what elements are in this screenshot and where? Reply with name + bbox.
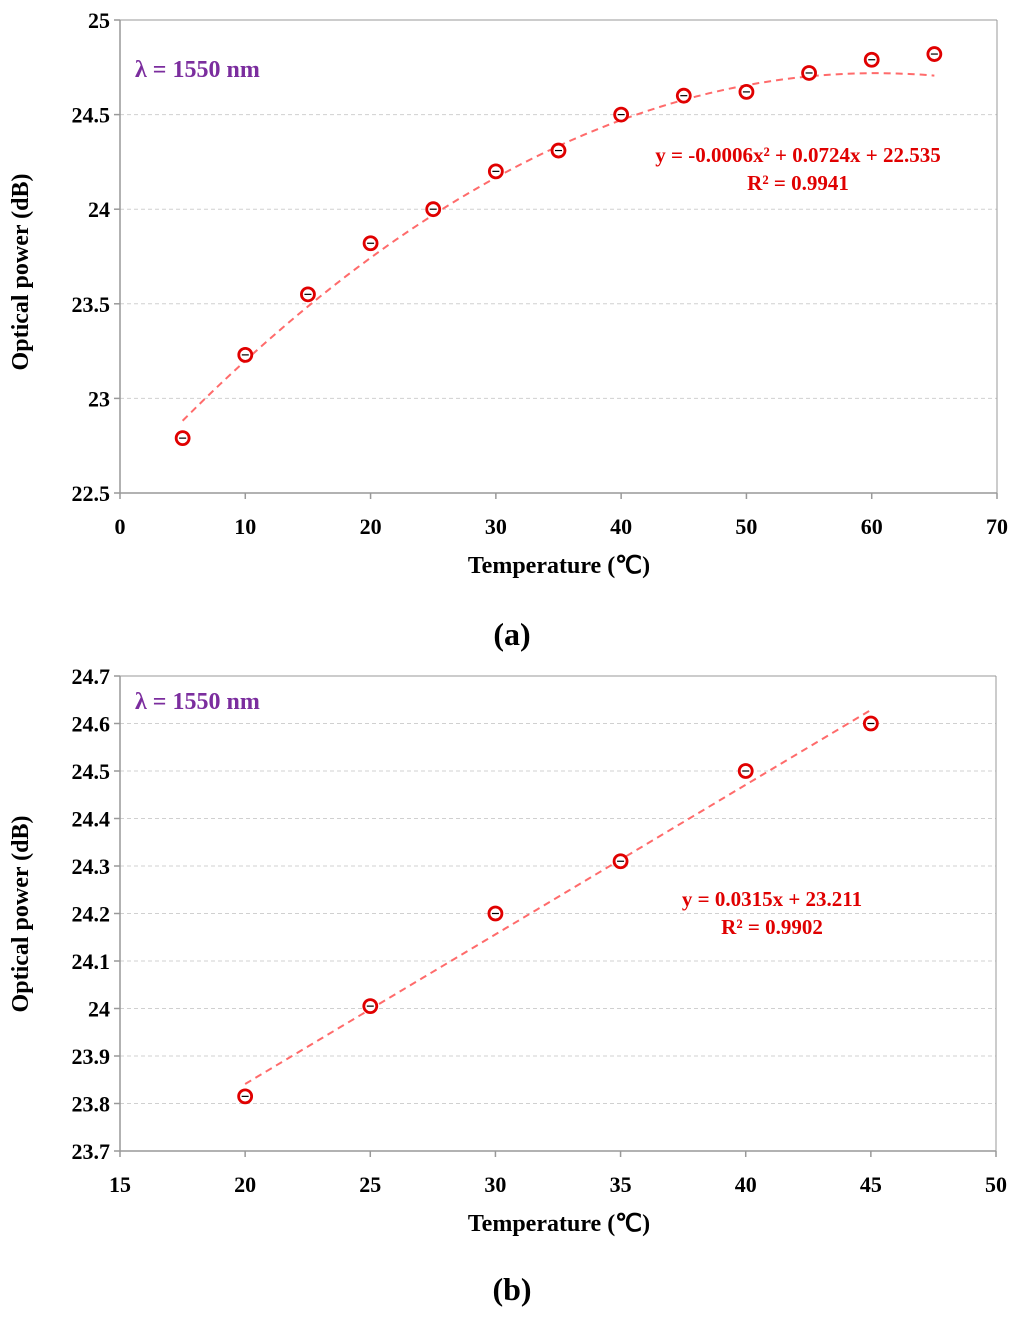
chart-a-x-tick-labels: 0 10 20 30 40 50 60 70 [115, 493, 1008, 539]
chart-b-x-tick-labels: 15 20 25 30 35 40 45 50 [109, 1151, 1007, 1197]
chart-a-data-point [801, 65, 817, 81]
chart-b-x-axis-title: Temperature (℃) [468, 1211, 650, 1237]
chart-a-x-tick-label: 20 [360, 514, 382, 539]
chart-b-data-point [862, 715, 879, 732]
chart-b-data-point [362, 998, 379, 1015]
chart-a-data-point [237, 346, 254, 363]
chart-b-data-point [612, 853, 629, 870]
chart-b-data-point [237, 1088, 254, 1105]
chart-b-r-squared: R² = 0.9902 [721, 915, 823, 939]
chart-a-trendline [181, 72, 935, 422]
chart-a-y-tick-label: 23 [88, 386, 110, 411]
chart-a-y-tick-label: 23.5 [72, 292, 111, 317]
chart-a-y-tick-label: 24 [88, 197, 110, 222]
chart-b-y-tick-label: 24 [88, 997, 110, 1022]
chart-b-x-tick-label: 35 [610, 1172, 632, 1197]
chart-b-y-tick-label: 23.8 [72, 1092, 111, 1117]
chart-b-gridlines [120, 675, 996, 1104]
chart-a-y-tick-label: 25 [88, 8, 110, 33]
chart-a-markers [174, 46, 943, 447]
chart-b-x-tick-label: 50 [985, 1172, 1007, 1197]
chart-a-y-axis-title: Optical power (dB) [8, 174, 34, 371]
chart-a-data-point [926, 46, 943, 62]
chart-b-y-tick-label: 24.5 [72, 759, 111, 784]
chart-a-x-tick-label: 50 [735, 514, 757, 539]
chart-b-y-tick-label: 23.7 [72, 1139, 111, 1164]
chart-a-x-tick-label: 0 [115, 514, 126, 539]
chart-b-equation: y = 0.0315x + 23.211 [682, 887, 862, 911]
chart-a-y-tick-labels: 22.5 23 23.5 24 24.5 25 [72, 8, 120, 506]
chart-b-x-tick-label: 20 [234, 1172, 256, 1197]
chart-a-x-tick-label: 10 [234, 514, 256, 539]
chart-b-annotation: λ = 1550 nm [135, 689, 260, 715]
chart-a-x-axis-title: Temperature (℃) [468, 553, 650, 579]
chart-b-x-tick-label: 15 [109, 1172, 131, 1197]
chart-b-y-tick-label: 24.3 [72, 854, 111, 879]
chart-a-data-point [362, 235, 379, 252]
chart-b-data-point [487, 905, 504, 922]
chart-a-data-point [738, 83, 755, 100]
chart-a-data-point [550, 142, 567, 159]
chart-b-y-tick-label: 23.9 [72, 1044, 111, 1069]
chart-b-x-tick-label: 40 [735, 1172, 757, 1197]
chart-a-y-tick-label: 24.5 [72, 103, 111, 128]
chart-a-x-tick-label: 70 [986, 514, 1008, 539]
chart-b-y-tick-label: 24.7 [72, 664, 111, 689]
chart-b-y-tick-label: 24.6 [72, 712, 111, 737]
chart-a-data-point [487, 163, 504, 180]
chart-a-panel-label: (a) [493, 616, 530, 652]
chart-a-data-point [425, 201, 442, 218]
chart-a-annotation: λ = 1550 nm [135, 57, 260, 83]
chart-a-equation: y = -0.0006x² + 0.0724x + 22.535 [655, 143, 940, 167]
chart-b-y-tick-label: 24.2 [72, 902, 111, 927]
chart-a-data-point [300, 286, 316, 303]
chart-a-y-tick-label: 22.5 [72, 481, 111, 506]
chart-b-panel-label: (b) [492, 1271, 531, 1307]
chart-a: 22.5 23 23.5 24 24.5 25 0 10 20 30 40 50 60 70 λ = 1… [8, 8, 1008, 652]
chart-b-y-axis-title: Optical power (dB) [8, 816, 34, 1013]
chart-b-x-tick-label: 25 [359, 1172, 381, 1197]
chart-b-y-tick-label: 24.1 [72, 949, 111, 974]
chart-b-data-point [737, 763, 754, 779]
chart-b-x-tick-label: 30 [484, 1172, 506, 1197]
chart-a-x-tick-label: 40 [610, 514, 632, 539]
chart-b-y-tick-labels: 23.7 23.8 23.9 24 24.1 24.2 24.3 24.4 24.5 24.6 24… [72, 664, 120, 1164]
chart-b-trendline [244, 709, 872, 1085]
chart-a-data-point [863, 51, 880, 68]
chart-a-data-point [675, 87, 692, 104]
chart-b: 23.7 23.8 23.9 24 24.1 24.2 24.3 24.4 24.5 24.6 24… [8, 664, 1007, 1307]
chart-a-r-squared: R² = 0.9941 [747, 171, 849, 195]
chart-a-x-tick-label: 30 [485, 514, 507, 539]
chart-a-x-tick-label: 60 [861, 514, 883, 539]
chart-b-markers [237, 715, 879, 1105]
chart-b-x-tick-label: 45 [860, 1172, 882, 1197]
chart-a-data-point [613, 106, 630, 123]
chart-b-y-tick-label: 24.4 [72, 807, 111, 832]
chart-a-data-point [174, 430, 191, 447]
